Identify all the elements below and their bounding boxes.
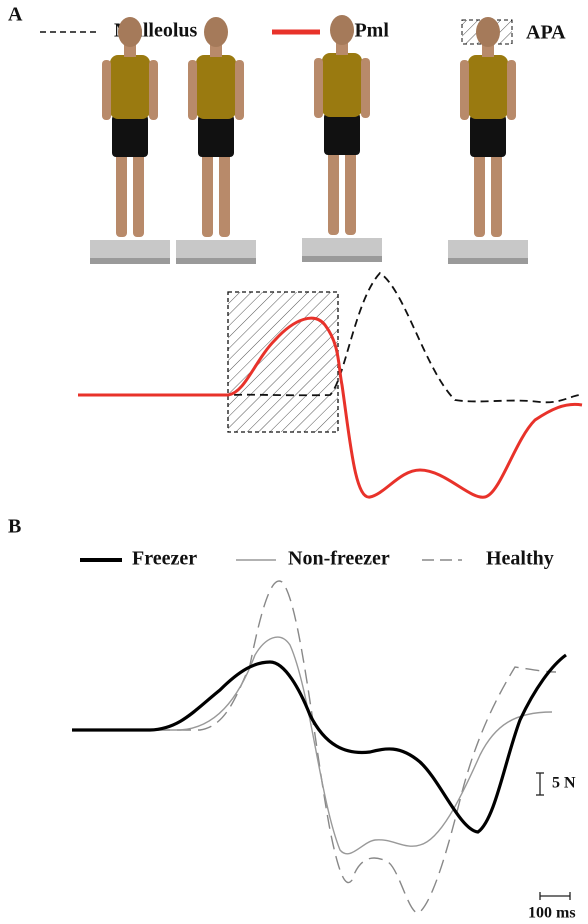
panel-label: B xyxy=(8,516,21,538)
posture-figure xyxy=(302,15,382,262)
legend-label: Freezer xyxy=(132,548,197,570)
posture-figure xyxy=(90,17,170,264)
apa-window xyxy=(228,292,338,432)
scale-label: 5 N xyxy=(552,775,576,792)
healthy-curve xyxy=(72,581,556,913)
posture-figure xyxy=(176,17,256,264)
panel-label: A xyxy=(8,4,23,26)
legend-label: Non-freezer xyxy=(288,548,390,570)
freezer-curve xyxy=(72,655,566,832)
non-freezer-curve xyxy=(72,637,552,854)
scale-label: 100 ms xyxy=(528,905,576,922)
figure: A Malleolus CoPml APA B Freezer Non-free… xyxy=(0,0,588,924)
legend-label: APA xyxy=(526,22,566,44)
posture-figure xyxy=(448,17,528,264)
legend-label: Healthy xyxy=(486,548,554,570)
